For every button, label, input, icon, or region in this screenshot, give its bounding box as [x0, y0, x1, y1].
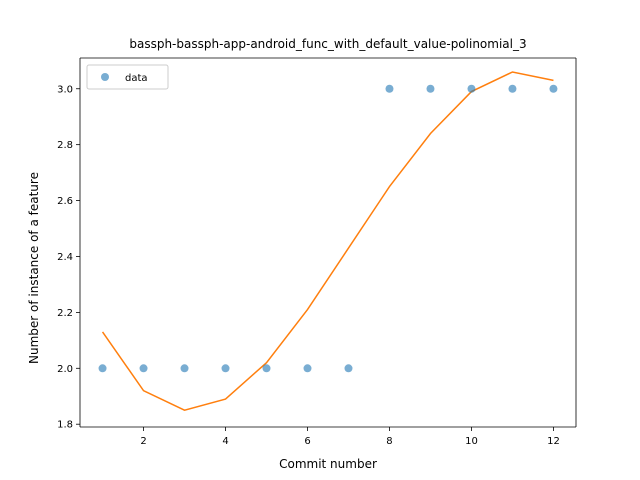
data-point [508, 84, 517, 93]
legend-marker [101, 73, 109, 81]
plot-area [98, 71, 558, 412]
axes: 2 4 6 8 10 12 1.8 2.0 2.2 2.4 2.6 2.8 3.0 [57, 57, 577, 447]
data-point [426, 84, 435, 93]
x-tick-label: 12 [547, 436, 560, 447]
y-tick-label: 2.8 [57, 140, 73, 151]
data-point [139, 364, 148, 373]
y-tick-label: 2.0 [57, 364, 73, 375]
y-tick-label: 2.6 [57, 196, 73, 207]
y-tick-label: 2.2 [57, 308, 73, 319]
x-tick-label: 10 [465, 436, 478, 447]
x-tick-label: 2 [140, 436, 146, 447]
data-point [262, 364, 271, 373]
data-point [221, 364, 230, 373]
x-tick-label: 6 [304, 436, 310, 447]
x-axis-label: Commit number [279, 457, 377, 471]
data-point [303, 364, 312, 373]
x-tick-label: 8 [386, 436, 392, 447]
y-tick-label: 3.0 [57, 84, 73, 95]
y-tick-label: 2.4 [57, 252, 73, 263]
data-point [385, 84, 394, 93]
chart-title: bassph-bassph-app-android_func_with_defa… [129, 37, 526, 51]
legend: data [86, 64, 169, 90]
x-tick-label: 4 [222, 436, 228, 447]
data-point [549, 84, 558, 93]
y-tick-label: 1.8 [57, 420, 73, 431]
legend-box [86, 64, 169, 90]
fit-line [101, 71, 554, 412]
data-point [98, 364, 107, 373]
data-point [467, 84, 476, 93]
y-axis-label: Number of instance of a feature [27, 172, 41, 364]
legend-label: data [125, 73, 148, 84]
data-point [180, 364, 189, 373]
data-point [344, 364, 353, 373]
